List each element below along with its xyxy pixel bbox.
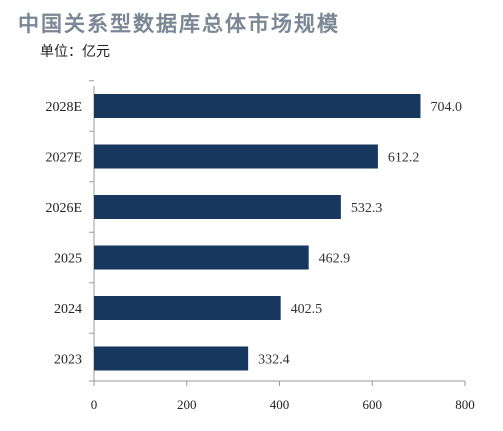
category-label: 2026E xyxy=(45,201,82,216)
data-label: 462.9 xyxy=(319,252,351,267)
x-tick-label: 600 xyxy=(363,397,383,412)
bar-2025 xyxy=(94,245,309,270)
unit-label: 单位：亿元 xyxy=(40,44,110,60)
category-label: 2027E xyxy=(45,151,82,166)
x-tick-label: 0 xyxy=(91,397,98,412)
data-label: 704.0 xyxy=(430,100,462,115)
data-label: 612.2 xyxy=(388,151,420,166)
x-tick-label: 400 xyxy=(270,397,290,412)
chart-title: 中国关系型数据库总体市场规模 xyxy=(18,11,340,36)
category-label: 2028E xyxy=(45,100,82,115)
bar-2027E xyxy=(94,144,378,169)
bar-2023 xyxy=(94,346,249,371)
category-label: 2025 xyxy=(54,252,82,267)
category-label: 2023 xyxy=(54,353,82,368)
data-label: 532.3 xyxy=(351,201,383,216)
bar-2026E xyxy=(94,195,341,219)
x-tick-label: 200 xyxy=(177,397,197,412)
category-label: 2024 xyxy=(54,302,82,317)
bar-2028E xyxy=(94,94,421,118)
x-tick-label: 800 xyxy=(455,397,475,412)
data-label: 332.4 xyxy=(258,353,290,368)
data-label: 402.5 xyxy=(291,302,323,317)
bar-2024 xyxy=(94,296,281,320)
